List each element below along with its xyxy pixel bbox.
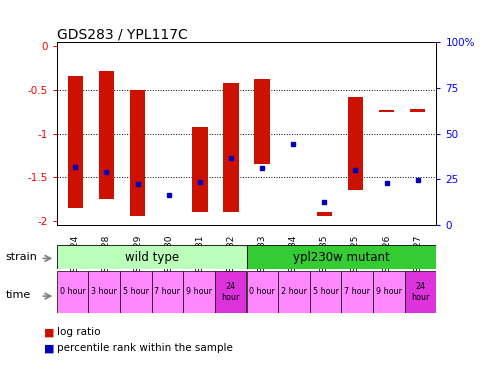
Text: 7 hour: 7 hour	[344, 287, 370, 296]
Bar	[254, 79, 270, 164]
Bar	[223, 83, 239, 212]
Text: strain: strain	[6, 252, 38, 262]
Text: ■: ■	[44, 327, 55, 337]
Bar	[278, 271, 310, 313]
Text: 9 hour: 9 hour	[186, 287, 212, 296]
Text: 24
hour: 24 hour	[411, 282, 430, 302]
Text: 7 hour: 7 hour	[154, 287, 180, 296]
Bar	[183, 271, 215, 313]
Bar	[246, 271, 278, 313]
Bar	[405, 271, 436, 313]
Bar	[348, 97, 363, 190]
Bar	[373, 271, 405, 313]
Text: GDS283 / YPL117C: GDS283 / YPL117C	[57, 27, 187, 41]
Text: ■: ■	[44, 343, 55, 354]
Bar	[341, 271, 373, 313]
Text: 24
hour: 24 hour	[221, 282, 240, 302]
Text: 3 hour: 3 hour	[91, 287, 117, 296]
Bar	[120, 271, 152, 313]
Text: percentile rank within the sample: percentile rank within the sample	[57, 343, 233, 354]
Bar	[152, 271, 183, 313]
Text: wild type: wild type	[125, 251, 178, 264]
Text: 0 hour: 0 hour	[60, 287, 85, 296]
Text: time: time	[6, 290, 31, 300]
Bar	[99, 71, 114, 199]
Text: 9 hour: 9 hour	[376, 287, 402, 296]
Bar	[410, 109, 425, 112]
Text: 0 hour: 0 hour	[249, 287, 275, 296]
Bar	[68, 76, 83, 208]
Bar	[57, 245, 246, 269]
Text: 5 hour: 5 hour	[313, 287, 339, 296]
Text: ypl230w mutant: ypl230w mutant	[293, 251, 390, 264]
Bar	[215, 271, 246, 313]
Bar	[310, 271, 341, 313]
Bar	[317, 212, 332, 216]
Bar	[57, 271, 88, 313]
Text: 2 hour: 2 hour	[281, 287, 307, 296]
Bar	[130, 90, 145, 216]
Text: log ratio: log ratio	[57, 327, 100, 337]
Bar	[246, 245, 436, 269]
Bar	[192, 127, 208, 212]
Bar	[379, 110, 394, 112]
Text: 5 hour: 5 hour	[123, 287, 149, 296]
Bar	[88, 271, 120, 313]
